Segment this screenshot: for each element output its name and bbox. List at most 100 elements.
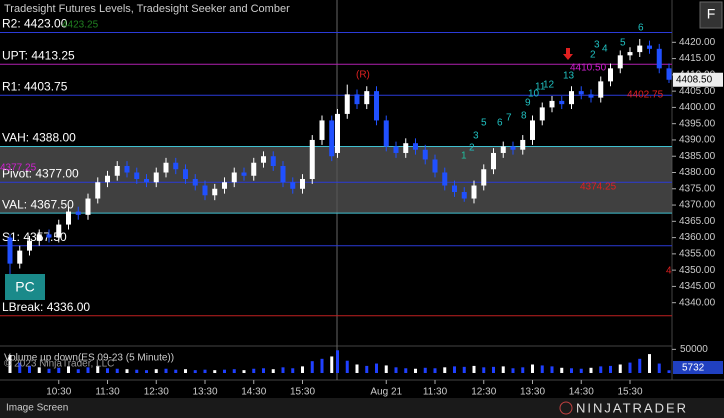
- candle-body: [647, 45, 652, 49]
- volume-bar: [648, 354, 651, 373]
- volume-bar: [336, 350, 339, 373]
- candle-body: [335, 113, 340, 153]
- x-tick-label: 13:30: [192, 387, 217, 398]
- annotation: 3: [594, 40, 600, 51]
- annotation: 4423.25: [62, 20, 99, 31]
- candle-body: [344, 94, 350, 114]
- y-tick-label: 4360.00: [679, 232, 716, 243]
- candle-body: [569, 91, 574, 105]
- candle-body: [539, 107, 545, 121]
- candle-body: [520, 139, 526, 150]
- candle-body: [309, 139, 315, 180]
- candle-body: [222, 182, 227, 189]
- y-tick-label: 4380.00: [679, 167, 716, 178]
- volume-bar: [667, 370, 671, 373]
- annotation: 13: [563, 71, 575, 82]
- volume-bar: [365, 365, 369, 373]
- y-tick-label: 4385.00: [679, 151, 716, 162]
- volume-bar: [301, 366, 304, 373]
- annotation: 6: [638, 23, 644, 34]
- candle-body: [46, 234, 52, 238]
- y-tick-label: 4365.00: [679, 216, 716, 227]
- candle-body: [173, 162, 179, 170]
- candle-body: [588, 94, 594, 98]
- candle-body: [114, 165, 120, 176]
- level-label: S1: 4357.50: [2, 230, 67, 244]
- volume-bar: [384, 365, 388, 373]
- last-volume-box: [673, 361, 723, 374]
- volume-bar: [453, 366, 456, 373]
- candle-body: [491, 152, 496, 170]
- candle-body: [153, 172, 159, 183]
- volume-bar: [154, 369, 158, 373]
- pc-button[interactable]: [5, 274, 45, 300]
- candle-body: [7, 237, 13, 264]
- candle-body: [144, 179, 149, 183]
- volume-bar: [579, 368, 583, 373]
- volume-bar: [184, 369, 187, 373]
- volume-bar: [540, 365, 544, 373]
- volume-bar: [355, 364, 359, 373]
- volume-title: Volume up down(ES 09-23 (5 Minute)): [4, 353, 174, 364]
- candle-body: [354, 94, 360, 105]
- volume-bar: [115, 368, 119, 373]
- copyright: © 2023 NinjaTrader, LLC: [4, 359, 114, 370]
- candle-body: [364, 91, 370, 105]
- volume-bar: [310, 361, 314, 373]
- annotation: 5: [620, 38, 626, 49]
- annotation: (R): [356, 70, 370, 81]
- y-tick-label: 4395.00: [679, 118, 716, 129]
- x-tick-label: 12:30: [144, 387, 169, 398]
- y-tick-label: 4350.00: [679, 265, 716, 276]
- pc-button-label[interactable]: PC: [15, 279, 34, 295]
- level-label: VAL: 4367.50: [2, 197, 74, 211]
- candle-body: [393, 146, 399, 153]
- volume-bar: [492, 366, 495, 373]
- f-button-label[interactable]: F: [707, 6, 716, 22]
- last-price-box: [673, 72, 723, 87]
- volume-bar: [628, 362, 632, 373]
- last-volume-label: 5732: [682, 363, 705, 374]
- x-tick-label: 15:30: [290, 387, 315, 398]
- volume-bar: [330, 356, 334, 373]
- candle-body: [36, 234, 42, 241]
- candle-body: [202, 185, 208, 196]
- candle-body: [656, 48, 662, 69]
- annotation: 2: [469, 143, 475, 154]
- candle-body: [461, 192, 467, 199]
- last-price-label: 4408.50: [676, 74, 713, 85]
- candle-body: [105, 175, 110, 183]
- volume-bar: [521, 367, 525, 373]
- volume-bar: [618, 364, 622, 373]
- x-tick-label: 12:30: [471, 387, 496, 398]
- candle-body: [598, 81, 604, 98]
- volume-bar: [462, 366, 466, 373]
- annotation: 10: [528, 89, 540, 100]
- y-tick-label: 4400.00: [679, 102, 716, 113]
- x-tick-label: 14:30: [569, 387, 594, 398]
- volume-bar: [203, 369, 207, 373]
- f-button[interactable]: [699, 1, 723, 29]
- logo-icon: [559, 401, 573, 415]
- y-tick-label: 4355.00: [679, 249, 716, 260]
- plot: 4340.00 4345.00 4350.00 4355.00 4360.00 4365.…: [0, 17, 723, 398]
- down-arrow: [563, 48, 573, 60]
- annotation: 4402.75: [627, 90, 664, 101]
- annotation: 3: [473, 131, 479, 142]
- annotation: 12: [543, 80, 555, 91]
- candle-body: [608, 68, 613, 82]
- y-tick-label: 4345.00: [679, 281, 716, 292]
- candle-body: [319, 120, 325, 140]
- volume-bar: [67, 366, 70, 373]
- volume-tick-label: 50000: [680, 344, 708, 355]
- annotation: 4: [602, 44, 608, 55]
- volume-bar: [281, 367, 285, 373]
- candle-body: [666, 68, 672, 80]
- candle-body: [134, 172, 140, 180]
- volume-bar: [599, 366, 603, 373]
- candle-body: [251, 162, 257, 176]
- candle-body: [280, 165, 286, 183]
- annotation: 9: [525, 98, 531, 109]
- candle-body: [559, 100, 565, 105]
